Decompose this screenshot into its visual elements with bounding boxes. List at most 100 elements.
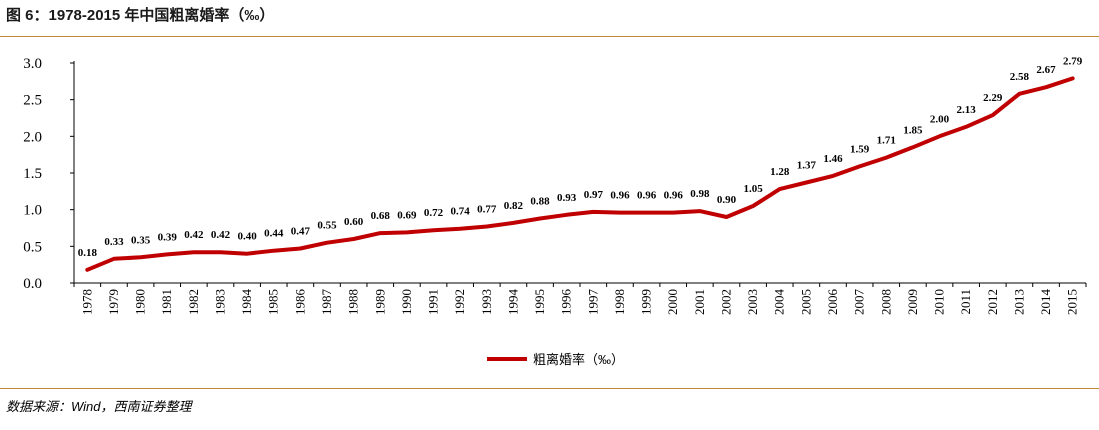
x-tick-label: 1992 (452, 289, 467, 315)
data-point (938, 134, 942, 138)
x-tick-label: 2015 (1065, 289, 1080, 315)
data-point (458, 227, 462, 231)
data-point (538, 216, 542, 220)
legend-label: 粗离婚率（‰） (533, 352, 624, 367)
y-tick-label: 1.5 (23, 166, 42, 182)
data-point (485, 225, 489, 229)
data-point (245, 252, 249, 256)
source-note: 数据来源：Wind，西南证券整理 (6, 399, 192, 414)
data-label: 1.85 (903, 124, 923, 136)
y-tick-label: 2.5 (23, 93, 42, 109)
data-label: 2.67 (1036, 64, 1056, 76)
data-label: 0.74 (451, 206, 471, 218)
x-tick-label: 2006 (825, 289, 840, 316)
data-label: 2.13 (957, 104, 977, 116)
x-tick-label: 2012 (985, 289, 1000, 315)
data-label: 0.44 (264, 228, 284, 240)
x-tick-label: 1982 (186, 289, 201, 315)
x-tick-label: 2001 (692, 289, 707, 315)
y-tick-label: 0.5 (23, 239, 42, 255)
data-label: 1.71 (877, 135, 896, 147)
data-point (272, 249, 276, 253)
y-tick-label: 2.0 (23, 129, 42, 145)
x-tick-label: 2003 (745, 289, 760, 315)
top-rule (0, 36, 1099, 37)
data-label: 2.29 (983, 92, 1003, 104)
data-label: 0.18 (78, 247, 98, 259)
data-point (724, 215, 728, 219)
x-tick-label: 1991 (426, 289, 441, 315)
x-tick-label: 1996 (559, 289, 574, 316)
data-point (432, 228, 436, 232)
data-label: 0.47 (291, 226, 311, 238)
x-tick-label: 1984 (239, 289, 254, 316)
data-point (991, 113, 995, 117)
data-label: 0.69 (397, 209, 417, 221)
x-tick-label: 1988 (346, 289, 361, 315)
data-label: 0.42 (211, 229, 231, 241)
x-tick-label: 1987 (319, 289, 334, 316)
data-point (591, 210, 595, 214)
data-point (139, 255, 143, 259)
data-label: 0.90 (717, 194, 737, 206)
data-label: 2.58 (1010, 71, 1030, 83)
x-tick-label: 2009 (905, 289, 920, 315)
x-tick-label: 2002 (718, 289, 733, 315)
series-line (85, 76, 1075, 272)
x-tick-label: 2004 (772, 289, 787, 316)
y-tick-label: 1.0 (23, 203, 42, 219)
x-tick-label: 1989 (372, 289, 387, 315)
data-point (884, 156, 888, 160)
data-label: 0.39 (158, 231, 178, 243)
data-label: 0.77 (477, 204, 497, 216)
bottom-rule (0, 388, 1099, 389)
data-point (645, 211, 649, 215)
x-tick-label: 1999 (639, 289, 654, 315)
data-point (964, 125, 968, 129)
data-label: 1.46 (823, 153, 843, 165)
data-label: 0.40 (237, 231, 257, 243)
data-label: 1.59 (850, 143, 870, 155)
data-point (831, 174, 835, 178)
data-label: 0.35 (131, 234, 151, 246)
x-tick-label: 1995 (532, 289, 547, 315)
data-label: 0.96 (664, 190, 684, 202)
data-label: 0.60 (344, 216, 364, 228)
x-tick-label: 1994 (505, 289, 520, 316)
data-point (751, 204, 755, 208)
x-tick-label: 1980 (133, 289, 148, 315)
data-point (778, 187, 782, 191)
data-label: 1.05 (743, 183, 763, 195)
data-label: 0.96 (637, 190, 657, 202)
data-point (565, 213, 569, 217)
data-point (325, 241, 329, 245)
x-tick-label: 1986 (292, 289, 307, 316)
data-point (405, 230, 409, 234)
data-point (352, 237, 356, 241)
data-label: 0.72 (424, 207, 444, 219)
x-tick-label: 2005 (798, 289, 813, 315)
x-tick-label: 2013 (1011, 289, 1026, 315)
figure-title: 图 6：1978-2015 年中国粗离婚率（‰） (6, 7, 275, 24)
data-point (858, 164, 862, 168)
data-point (1044, 85, 1048, 89)
data-point (1071, 76, 1075, 80)
data-label: 0.33 (104, 236, 124, 248)
data-label: 0.88 (530, 195, 550, 207)
x-tick-label: 1997 (585, 289, 600, 316)
y-tick-label: 3.0 (23, 56, 42, 72)
data-label: 0.98 (690, 188, 710, 200)
data-point (1017, 92, 1021, 96)
data-point (218, 250, 222, 254)
data-label: 0.42 (184, 229, 204, 241)
x-tick-label: 1979 (106, 289, 121, 315)
data-point (85, 268, 89, 272)
data-label: 1.37 (797, 160, 817, 172)
x-tick-label: 1983 (212, 289, 227, 315)
data-label: 1.28 (770, 166, 790, 178)
data-label: 0.96 (610, 190, 630, 202)
data-point (165, 252, 169, 256)
x-tick-label: 2008 (878, 289, 893, 315)
data-point (112, 257, 116, 261)
